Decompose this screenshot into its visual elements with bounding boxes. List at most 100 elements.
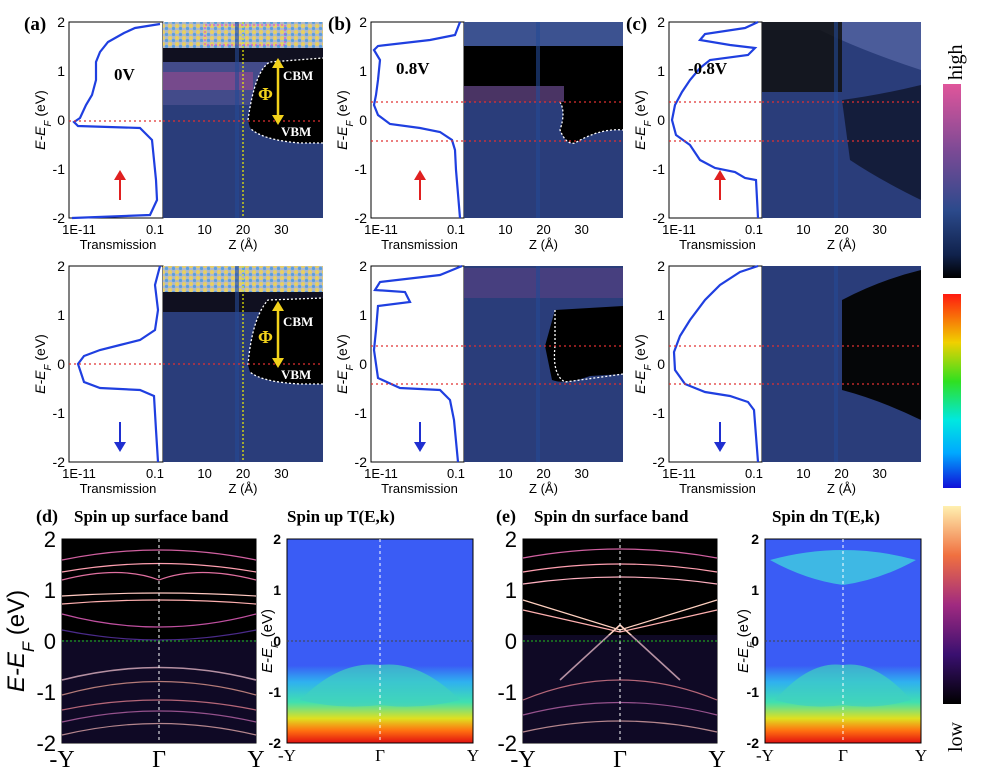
- x-tick-label: 20: [834, 466, 848, 481]
- panel-c-spin-up: (c) -0.8V: [626, 14, 921, 219]
- x-tick-label: 20: [236, 222, 250, 237]
- y-tick-label: 2: [657, 14, 665, 30]
- x-tick-label: 0.1: [146, 466, 164, 481]
- phi-arrow-head: [272, 358, 284, 368]
- atom-box: [204, 24, 286, 46]
- bias-label: 0.8V: [396, 59, 430, 78]
- x-tick-label: 20: [236, 466, 250, 481]
- x-tick-label: 30: [274, 222, 288, 237]
- k-tick-label: -Y: [756, 746, 774, 765]
- y-tick-label: -2: [653, 210, 666, 226]
- y-tick-label: 1: [657, 63, 665, 79]
- tek-title: Spin up T(E,k): [287, 507, 395, 526]
- x-axis-label: Transmission: [679, 481, 756, 496]
- gap-outline: [553, 310, 624, 383]
- y-tick-label: -1: [653, 161, 666, 177]
- y-tick-label: 2: [359, 14, 367, 30]
- gap-outline: [247, 297, 324, 385]
- panel-b-spin-down: [370, 264, 624, 463]
- x-tick-label: 20: [834, 222, 848, 237]
- y-tick-label: 1: [359, 63, 367, 79]
- y-tick-label: -2: [53, 454, 66, 470]
- x-tick-label: 1E-11: [662, 222, 696, 237]
- x-axis-label: Z (Å): [229, 237, 258, 252]
- vbm-label: VBM: [281, 367, 311, 382]
- gap-outline: [559, 101, 624, 144]
- y-tick-label: 2: [57, 258, 65, 274]
- y-axis-label: E-EF (eV): [334, 334, 356, 394]
- y-tick-label: 2: [57, 14, 65, 30]
- y-tick-label: 1: [44, 578, 56, 603]
- x-tick-label: 10: [796, 222, 810, 237]
- tek-title: Spin dn T(E,k): [772, 507, 880, 526]
- x-tick-label: 10: [197, 222, 211, 237]
- colorbar-high-label: high: [945, 44, 967, 80]
- y-axis-label: E-EF (eV): [3, 590, 38, 692]
- y-tick-label: -1: [269, 684, 282, 700]
- x-axis-label: Transmission: [381, 481, 458, 496]
- y-tick-label: 2: [44, 527, 56, 552]
- panel-b-spin-up: (b) 0.8V: [328, 14, 624, 219]
- y-tick-label: 0: [657, 356, 665, 372]
- y-tick-label: 0: [359, 356, 367, 372]
- colorbar-band: [943, 506, 961, 704]
- panel-e: (e) Spin dn surface band Spin dn T(E,k): [496, 506, 922, 744]
- y-tick-label: 1: [273, 582, 281, 598]
- transmission-plot-frame: [68, 21, 164, 219]
- x-tick-label: 10: [796, 466, 810, 481]
- k-tick-label: -Y: [278, 746, 296, 765]
- y-tick-label: 1: [359, 307, 367, 323]
- x-tick-label: 1E-11: [62, 466, 96, 481]
- y-tick-label: -2: [497, 731, 517, 756]
- panel-label-e: (e): [496, 506, 516, 527]
- y-tick-label: -1: [653, 405, 666, 421]
- x-tick-label: 20: [536, 466, 550, 481]
- k-tick-label: -Y: [510, 747, 535, 773]
- x-axis-label: Transmission: [80, 481, 157, 496]
- transmission-plot-frame: [668, 265, 763, 463]
- colorbar-low-label: low: [945, 721, 967, 752]
- y-tick-label: 2: [657, 258, 665, 274]
- y-tick-label: 2: [505, 527, 517, 552]
- dos-curve: [670, 21, 760, 219]
- dos-curve: [76, 265, 162, 463]
- ldos-band: [163, 72, 253, 90]
- phi-arrow-head: [272, 58, 284, 68]
- y-tick-label: 0: [44, 629, 56, 654]
- gap-region: [842, 270, 921, 420]
- x-tick-label: 0.1: [745, 466, 763, 481]
- vbm-label: VBM: [281, 124, 311, 139]
- y-axis-label: E-EF (eV): [334, 90, 356, 150]
- colorbars: high low: [943, 44, 967, 752]
- panel-label-c: (c): [626, 14, 647, 35]
- x-tick-label: 30: [574, 222, 588, 237]
- y-axis-label: E-EF (eV): [632, 90, 654, 150]
- y-tick-label: 2: [273, 531, 281, 547]
- y-tick-label: -1: [497, 680, 517, 705]
- spin-up-arrow-head: [714, 170, 726, 180]
- x-axis-label: Z (Å): [229, 481, 258, 496]
- y-tick-label: -1: [36, 680, 56, 705]
- y-tick-label: 0: [57, 356, 65, 372]
- panel-a-spin-up: (a) 0V Φ CBM VBM: [24, 14, 324, 220]
- x-tick-label: 1E-11: [662, 466, 696, 481]
- x-tick-label: 1E-11: [62, 222, 96, 237]
- k-tick-label: Y: [915, 746, 927, 765]
- y-tick-label: -2: [747, 735, 760, 751]
- x-tick-label: 1E-11: [364, 466, 398, 481]
- x-tick-label: 30: [872, 466, 886, 481]
- dos-curve: [672, 264, 760, 463]
- ldos-band: [464, 268, 623, 298]
- x-tick-label: 30: [574, 466, 588, 481]
- k-tick-label: -Y: [49, 747, 74, 773]
- y-tick-label: -2: [36, 731, 56, 756]
- y-tick-label: -2: [653, 454, 666, 470]
- y-axis-label: E-EF (eV): [259, 609, 281, 673]
- gap-outline: [247, 57, 324, 144]
- colorbar-transmission: [943, 294, 961, 488]
- y-tick-label: -1: [747, 684, 760, 700]
- gap-region: [842, 85, 921, 200]
- gap-region: [248, 58, 323, 143]
- x-axis-label: Z (Å): [827, 237, 856, 252]
- transmission-plot-frame: [370, 265, 465, 463]
